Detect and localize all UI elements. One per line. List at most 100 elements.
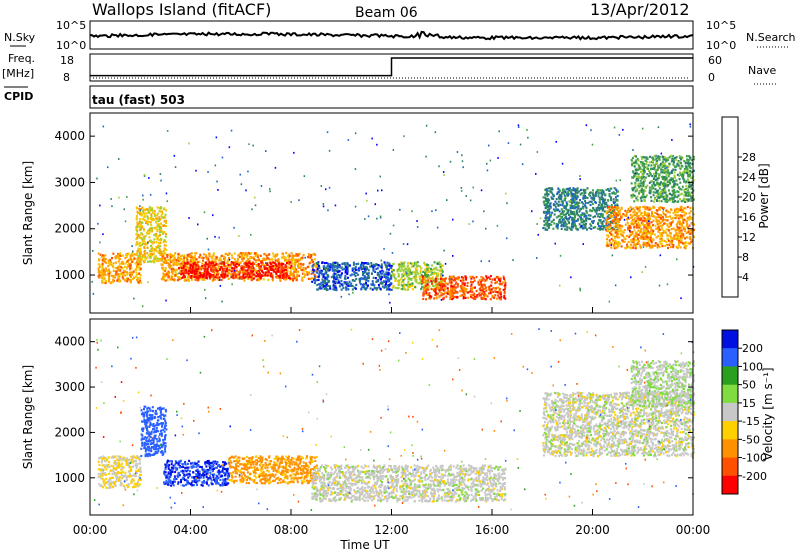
data-cell	[463, 292, 466, 295]
data-cell	[202, 278, 204, 281]
data-cell	[672, 216, 675, 219]
data-cell	[209, 268, 212, 271]
data-cell	[641, 170, 644, 173]
data-cell	[544, 216, 547, 220]
data-cell	[407, 280, 410, 283]
data-cell	[198, 256, 201, 259]
data-cell	[365, 283, 368, 286]
data-cell	[346, 282, 348, 285]
data-cell	[158, 259, 161, 262]
data-cell	[610, 204, 613, 207]
data-cell	[635, 206, 637, 209]
data-cell	[281, 274, 284, 277]
data-cell	[647, 224, 650, 227]
data-cell	[399, 269, 402, 273]
data-cell	[187, 278, 190, 281]
data-cell	[328, 265, 331, 268]
data-cell	[659, 216, 662, 220]
data-cell	[267, 271, 270, 274]
data-cell	[182, 270, 185, 273]
data-cell	[306, 273, 309, 276]
data-cell	[248, 276, 251, 279]
data-cell	[174, 252, 177, 255]
data-cell	[180, 269, 183, 272]
data-cell	[347, 282, 350, 286]
data-cell	[161, 266, 164, 270]
data-cell	[434, 277, 437, 280]
data-cell	[572, 217, 575, 220]
data-cell	[584, 195, 587, 198]
data-cell	[613, 210, 616, 213]
data-cell	[424, 268, 427, 271]
data-cell	[297, 266, 300, 269]
data-cell	[101, 254, 104, 257]
data-cell	[490, 288, 493, 291]
data-cell	[117, 268, 120, 271]
data-cell	[636, 207, 639, 210]
data-cell	[301, 256, 304, 259]
data-cell	[415, 271, 418, 274]
data-cell	[178, 267, 180, 270]
data-cell	[139, 267, 142, 270]
data-cell	[390, 288, 393, 291]
data-cell	[485, 294, 487, 297]
data-cell	[257, 254, 260, 257]
data-cell	[194, 278, 197, 281]
data-cell	[639, 179, 642, 182]
data-cell	[653, 184, 656, 187]
data-cell	[572, 224, 575, 228]
data-cell	[270, 272, 273, 275]
data-cell	[164, 279, 167, 282]
data-cell	[658, 228, 661, 231]
data-cell	[423, 261, 426, 264]
data-cell	[455, 277, 458, 280]
data-cell	[606, 241, 609, 244]
data-cell	[370, 262, 373, 265]
data-cell	[598, 227, 601, 230]
data-cell	[105, 279, 108, 283]
data-cell	[641, 173, 644, 176]
data-cell	[206, 272, 208, 275]
data-cell	[650, 221, 653, 224]
data-cell	[678, 232, 681, 235]
data-cell	[140, 225, 143, 228]
data-cell	[685, 225, 688, 228]
data-cell	[580, 216, 582, 219]
data-cell	[502, 281, 505, 284]
data-cell	[424, 275, 427, 278]
data-cell	[375, 280, 378, 283]
data-cell	[650, 168, 652, 171]
data-cell	[443, 289, 445, 292]
data-cell	[552, 227, 555, 230]
data-cell	[640, 187, 643, 190]
data-cell	[464, 275, 467, 278]
data-cell	[115, 272, 118, 275]
data-cell	[361, 285, 364, 288]
data-cell	[648, 161, 651, 164]
data-cell	[434, 280, 437, 283]
data-cell	[545, 206, 548, 209]
data-cell	[115, 270, 118, 273]
data-cell	[607, 199, 610, 202]
data-cell	[609, 231, 611, 234]
data-cell	[636, 167, 639, 170]
data-cell	[676, 173, 679, 176]
data-cell	[599, 219, 602, 222]
data-cell	[186, 261, 189, 264]
data-cell	[415, 270, 418, 273]
data-cell	[114, 257, 117, 260]
data-cell	[398, 265, 401, 268]
data-cell	[333, 276, 336, 279]
data-cell	[478, 278, 481, 282]
data-cell	[101, 255, 104, 258]
data-cell	[150, 223, 153, 226]
data-cell	[419, 271, 422, 275]
data-cell	[584, 199, 587, 202]
data-cell	[174, 271, 177, 274]
data-cell	[108, 272, 111, 275]
data-cell	[689, 206, 692, 210]
data-cell	[598, 209, 601, 212]
data-cell	[138, 264, 141, 267]
data-cell	[310, 272, 313, 275]
data-cell	[340, 279, 343, 283]
